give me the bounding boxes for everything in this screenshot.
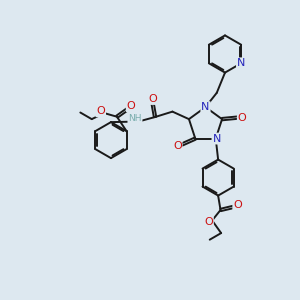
Text: O: O — [173, 141, 182, 151]
Text: O: O — [233, 200, 242, 211]
Text: O: O — [148, 94, 157, 104]
Text: O: O — [127, 101, 135, 111]
Text: N: N — [237, 58, 245, 68]
Text: N: N — [201, 102, 210, 112]
Text: O: O — [204, 217, 213, 227]
Text: O: O — [96, 106, 105, 116]
Text: N: N — [212, 134, 221, 144]
Text: NH: NH — [128, 114, 142, 123]
Text: O: O — [238, 112, 247, 123]
